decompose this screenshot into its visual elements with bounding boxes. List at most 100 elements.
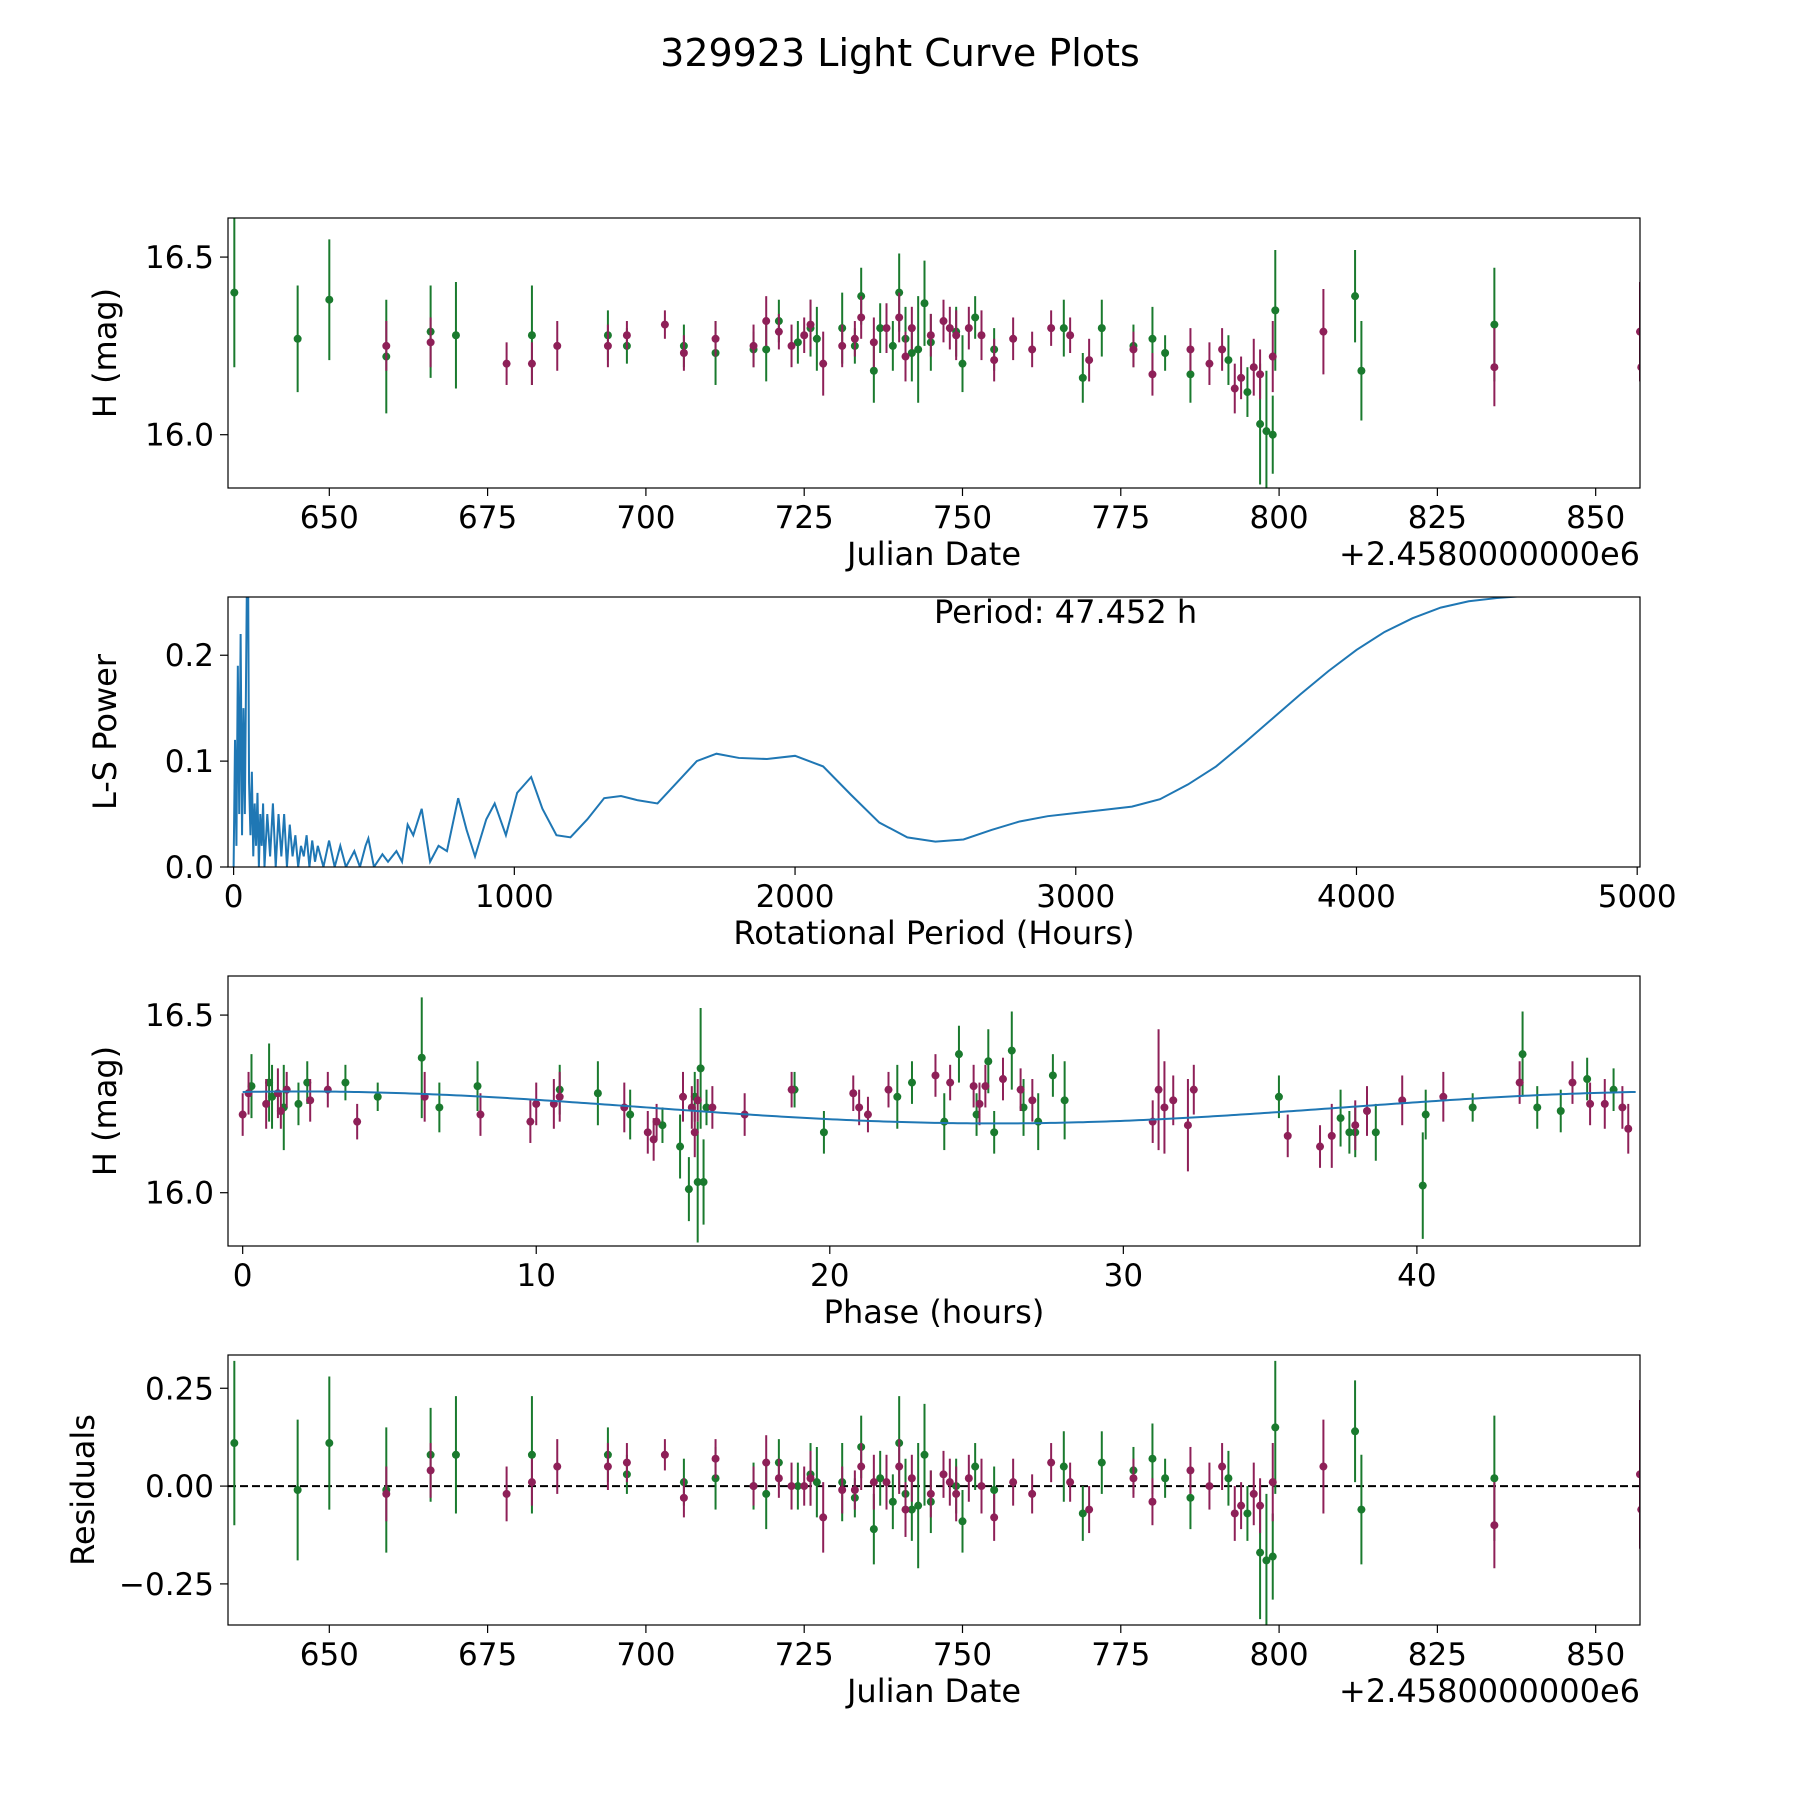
data-point <box>679 1493 688 1502</box>
data-point <box>684 1185 693 1194</box>
data-point <box>812 1478 821 1487</box>
data-point <box>643 1128 652 1137</box>
data-point <box>838 1486 847 1494</box>
y-tick-label: 0.2 <box>165 638 214 674</box>
data-point <box>850 334 859 343</box>
data-point <box>984 1057 993 1066</box>
data-point <box>762 1489 771 1498</box>
data-point <box>658 1121 667 1130</box>
data-point <box>981 1082 990 1091</box>
data-point <box>895 1462 904 1471</box>
lightcurve-panel: 650 675 700 725 750 775 800 825 850 16.0 16.5 Julia… <box>86 217 1641 573</box>
data-point <box>1148 334 1157 343</box>
data-point <box>806 1474 815 1483</box>
data-point <box>1066 1478 1075 1487</box>
data-point <box>603 341 612 350</box>
data-point <box>426 338 435 347</box>
data-point <box>230 288 239 297</box>
data-point <box>1351 1121 1360 1130</box>
x-tick-label: 2000 <box>756 879 835 915</box>
data-point <box>1028 345 1037 354</box>
data-point <box>800 331 809 340</box>
data-point <box>893 1092 902 1101</box>
panels: 650 675 700 725 750 775 800 825 850 16.0 16.5 Julia… <box>64 217 1677 1710</box>
data-point <box>1009 334 1018 343</box>
data-point <box>939 317 948 326</box>
data-point <box>812 334 821 343</box>
data-point <box>1169 1096 1178 1105</box>
data-point <box>969 1082 978 1091</box>
data-point <box>975 1099 984 1108</box>
data-point <box>939 1470 948 1479</box>
data-point <box>958 1517 967 1526</box>
lightcurve-frame <box>227 217 1641 489</box>
data-point <box>1636 327 1640 336</box>
series-line-0 <box>232 597 1525 867</box>
data-point <box>294 1099 303 1108</box>
series-purple <box>382 1400 1640 1569</box>
data-point <box>819 1128 828 1137</box>
data-point <box>1518 1050 1527 1059</box>
data-point <box>1183 1121 1192 1130</box>
data-point <box>622 1458 631 1467</box>
data-point <box>593 1089 602 1098</box>
data-point <box>990 356 999 365</box>
data-point <box>1362 1107 1371 1115</box>
data-point <box>901 352 910 361</box>
data-point <box>1218 345 1227 354</box>
x-tick-label: 3000 <box>1036 879 1115 915</box>
y-tick-label: 0.25 <box>145 1371 214 1407</box>
x-tick-label: 5000 <box>1598 879 1677 915</box>
data-point <box>749 341 758 350</box>
data-point <box>990 1128 999 1137</box>
data-point <box>603 1462 612 1471</box>
data-point <box>1262 427 1271 436</box>
y-tick-label: 16.0 <box>145 1176 214 1212</box>
lightcurve-plot-area <box>230 218 1640 488</box>
x-tick-label: 0 <box>233 1258 253 1294</box>
data-point <box>1230 1509 1239 1518</box>
data-point <box>293 1486 302 1494</box>
data-point <box>806 320 815 329</box>
x-tick-label: 725 <box>775 500 834 536</box>
period-annotation: Period: 47.452 h <box>934 593 1197 631</box>
data-point <box>1268 430 1277 439</box>
data-point <box>238 1110 247 1119</box>
data-point <box>1243 1509 1252 1518</box>
data-point <box>855 1103 864 1112</box>
data-point <box>1268 352 1277 361</box>
x-tick-label: 650 <box>300 500 359 536</box>
data-point <box>1161 1474 1170 1483</box>
data-point <box>502 359 511 368</box>
data-point <box>977 1482 986 1491</box>
x-axis-offset-label: +2.4580000000e6 <box>1339 1672 1640 1710</box>
x-tick-label: 675 <box>458 1637 517 1673</box>
data-point <box>527 359 536 368</box>
data-point <box>869 1478 878 1487</box>
data-point <box>699 1178 708 1187</box>
periodogram-panel: 0 1000 2000 3000 4000 5000 0.0 0.1 0.2 Rotational… <box>86 593 1677 952</box>
data-point <box>553 1462 562 1471</box>
data-point <box>1490 320 1499 329</box>
x-tick-label: 850 <box>1566 500 1625 536</box>
x-tick-label: 650 <box>300 1637 359 1673</box>
data-point <box>1624 1124 1633 1133</box>
data-point <box>1066 331 1075 340</box>
data-point <box>1230 384 1239 393</box>
data-point <box>1421 1110 1430 1119</box>
data-point <box>1148 1497 1157 1506</box>
data-point <box>1327 1131 1336 1140</box>
data-point <box>1637 363 1640 372</box>
data-point <box>1154 1085 1163 1094</box>
data-point <box>882 1478 891 1487</box>
data-point <box>268 1092 277 1101</box>
model-fit-curve <box>242 1090 1636 1125</box>
data-point <box>435 1103 444 1112</box>
data-point <box>1468 1103 1477 1112</box>
data-point <box>1078 373 1087 382</box>
data-point <box>1218 1462 1227 1471</box>
data-point <box>690 1128 699 1137</box>
data-point <box>1351 292 1360 301</box>
data-point <box>1583 1075 1592 1084</box>
data-point <box>1271 306 1280 315</box>
